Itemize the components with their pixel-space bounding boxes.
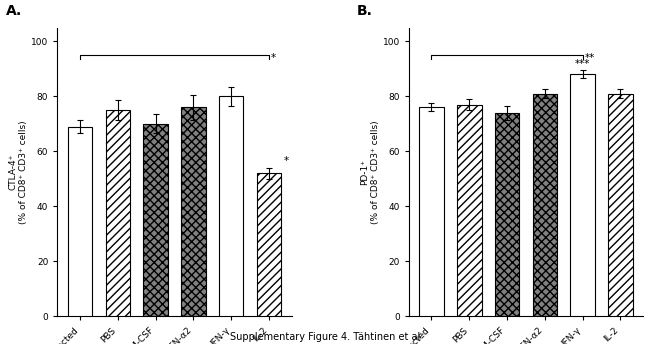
Bar — [570, 74, 595, 316]
Text: A.: A. — [6, 4, 22, 18]
Y-axis label: CTLA-4⁺
(% of CD8⁺ CD3⁺ cells): CTLA-4⁺ (% of CD8⁺ CD3⁺ cells) — [9, 120, 28, 224]
Bar — [608, 94, 632, 316]
Bar — [457, 105, 482, 316]
Bar — [68, 127, 92, 316]
Text: **: ** — [584, 53, 595, 63]
Bar — [143, 124, 168, 316]
Text: *: * — [271, 53, 276, 63]
Text: Supplementary Figure 4. Tähtinen et al: Supplementary Figure 4. Tähtinen et al — [230, 332, 420, 342]
Bar — [495, 113, 519, 316]
Bar — [257, 173, 281, 316]
Text: *: * — [283, 157, 289, 166]
Text: B.: B. — [358, 4, 373, 18]
Bar — [219, 96, 244, 316]
Y-axis label: PD-1⁺
(% of CD8⁺ CD3⁺ cells): PD-1⁺ (% of CD8⁺ CD3⁺ cells) — [360, 120, 380, 224]
Bar — [532, 94, 557, 316]
Bar — [181, 107, 205, 316]
Text: ***: *** — [575, 59, 590, 69]
Bar — [105, 110, 130, 316]
Bar — [419, 107, 444, 316]
